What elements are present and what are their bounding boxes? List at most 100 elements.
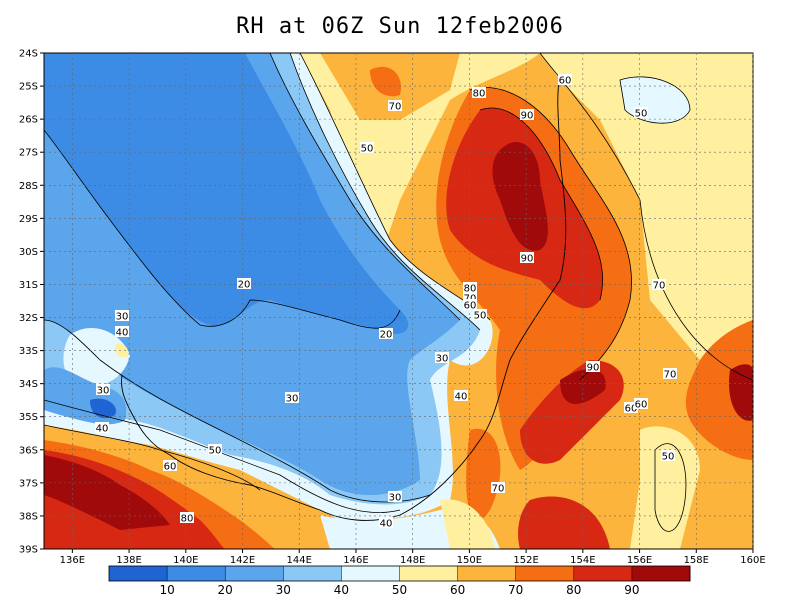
contour-label: 50 [473, 309, 487, 322]
contour-label: 70 [388, 100, 402, 113]
x-tick-label: 138E [116, 555, 141, 566]
contour-label-bg [388, 100, 402, 111]
contour-label-text: 60 [464, 301, 477, 312]
contour-label-text: 60 [635, 400, 648, 411]
contour-label-text: 40 [380, 519, 393, 530]
contour-label-bg [463, 292, 477, 303]
colorbar-label: 50 [392, 583, 407, 597]
contour-label: 90 [520, 252, 534, 265]
colorbar-swatch [225, 566, 284, 581]
contour-labels: 2020304030403030403040506080507080909080… [95, 74, 677, 530]
contour-label-bg [472, 87, 486, 98]
contour-50-southeast [654, 443, 687, 532]
y-tick-label: 39S [19, 545, 38, 556]
colorbar-label: 40 [334, 583, 349, 597]
x-tick-label: 154E [570, 555, 595, 566]
contour-label: 60 [163, 460, 177, 473]
colorbar-swatch [109, 566, 168, 581]
y-tick-label: 35S [19, 412, 38, 423]
y-tick-label: 25S [19, 82, 38, 93]
contour-30-south [44, 319, 431, 503]
contour-label-text: 60 [625, 404, 638, 415]
contour-label: 80 [180, 512, 194, 525]
y-tick-label: 33S [19, 346, 38, 357]
contour-label-text: 90 [521, 111, 534, 122]
contour-label-text: 70 [389, 102, 402, 113]
contour-label-text: 90 [521, 254, 534, 265]
contour-50-pocket [619, 76, 691, 124]
contour-label: 50 [208, 444, 222, 457]
y-tick-label: 36S [19, 445, 38, 456]
contour-label: 60 [624, 402, 638, 415]
contour-label-text: 70 [492, 484, 505, 495]
contour-label-bg [558, 74, 572, 85]
rh-band-60-southeast [630, 426, 700, 549]
gridlines [44, 53, 754, 549]
rh-band-95-east [729, 364, 753, 421]
x-tick-label: 136E [60, 555, 85, 566]
contour-label-bg [663, 368, 677, 379]
x-tick-label: 152E [513, 555, 538, 566]
rh-band-60-coast [114, 343, 129, 358]
contour-label: 70 [491, 482, 505, 495]
contour-label-text: 60 [164, 462, 177, 473]
contour-label: 30 [285, 392, 299, 405]
colorbar-swatch [457, 566, 517, 581]
contour-label-bg [95, 422, 109, 433]
rh-band-95-southwest [44, 455, 170, 530]
contour-label-text: 30 [97, 386, 110, 397]
x-tick-label: 148E [400, 555, 425, 566]
contour-label-bg [491, 482, 505, 493]
contour-label: 30 [388, 491, 402, 504]
contour-label: 30 [115, 310, 129, 323]
contour-label: 20 [379, 328, 393, 341]
contour-label: 50 [661, 450, 675, 463]
x-tick-label: 142E [230, 555, 255, 566]
plot-frame [43, 52, 754, 550]
contour-label-text: 40 [455, 392, 468, 403]
contour-label: 30 [96, 384, 110, 397]
contour-label-bg [586, 361, 600, 372]
y-tick-label: 30S [19, 247, 38, 258]
contour-label-text: 80 [181, 514, 194, 525]
contour-label-bg [624, 402, 638, 413]
x-tick-label: 156E [627, 555, 652, 566]
contour-label-bg [388, 491, 402, 502]
y-tick-label: 32S [19, 313, 38, 324]
colorbar-label: 20 [218, 583, 233, 597]
contour-label-text: 50 [474, 311, 487, 322]
coastline [121, 74, 567, 521]
colorbar-swatch [399, 566, 459, 581]
x-tick-label: 160E [740, 555, 765, 566]
contour-label-bg [115, 310, 129, 321]
contour-30-north [269, 53, 461, 321]
contour-label: 60 [463, 299, 477, 312]
y-tick-label: 29S [19, 214, 38, 225]
y-tick-label: 37S [19, 478, 38, 489]
y-tick-label: 34S [19, 379, 38, 390]
contour-label-bg [520, 109, 534, 120]
contour-label-bg [652, 279, 666, 290]
y-tick-label: 28S [19, 181, 38, 192]
contour-label-text: 90 [587, 363, 600, 374]
contour-label: 40 [379, 517, 393, 530]
contour-label-bg [379, 328, 393, 339]
colorbar-swatch [515, 566, 575, 581]
coastline-path [121, 74, 567, 521]
contour-label: 50 [360, 142, 374, 155]
contour-label-text: 50 [209, 446, 222, 457]
contour-label: 40 [454, 390, 468, 403]
contour-90 [479, 107, 603, 301]
contour-label: 60 [634, 398, 648, 411]
y-tick-label: 24S [19, 49, 38, 60]
contour-label: 20 [237, 278, 251, 291]
y-tick-label: 38S [19, 511, 38, 522]
contour-label-text: 30 [436, 354, 449, 365]
contour-label: 40 [95, 422, 109, 435]
colorbar-label: 10 [159, 583, 174, 597]
contour-label-text: 60 [559, 76, 572, 87]
contour-label-bg [237, 278, 251, 289]
rh-band-80-east [685, 320, 753, 460]
contour-label-bg [634, 398, 648, 409]
